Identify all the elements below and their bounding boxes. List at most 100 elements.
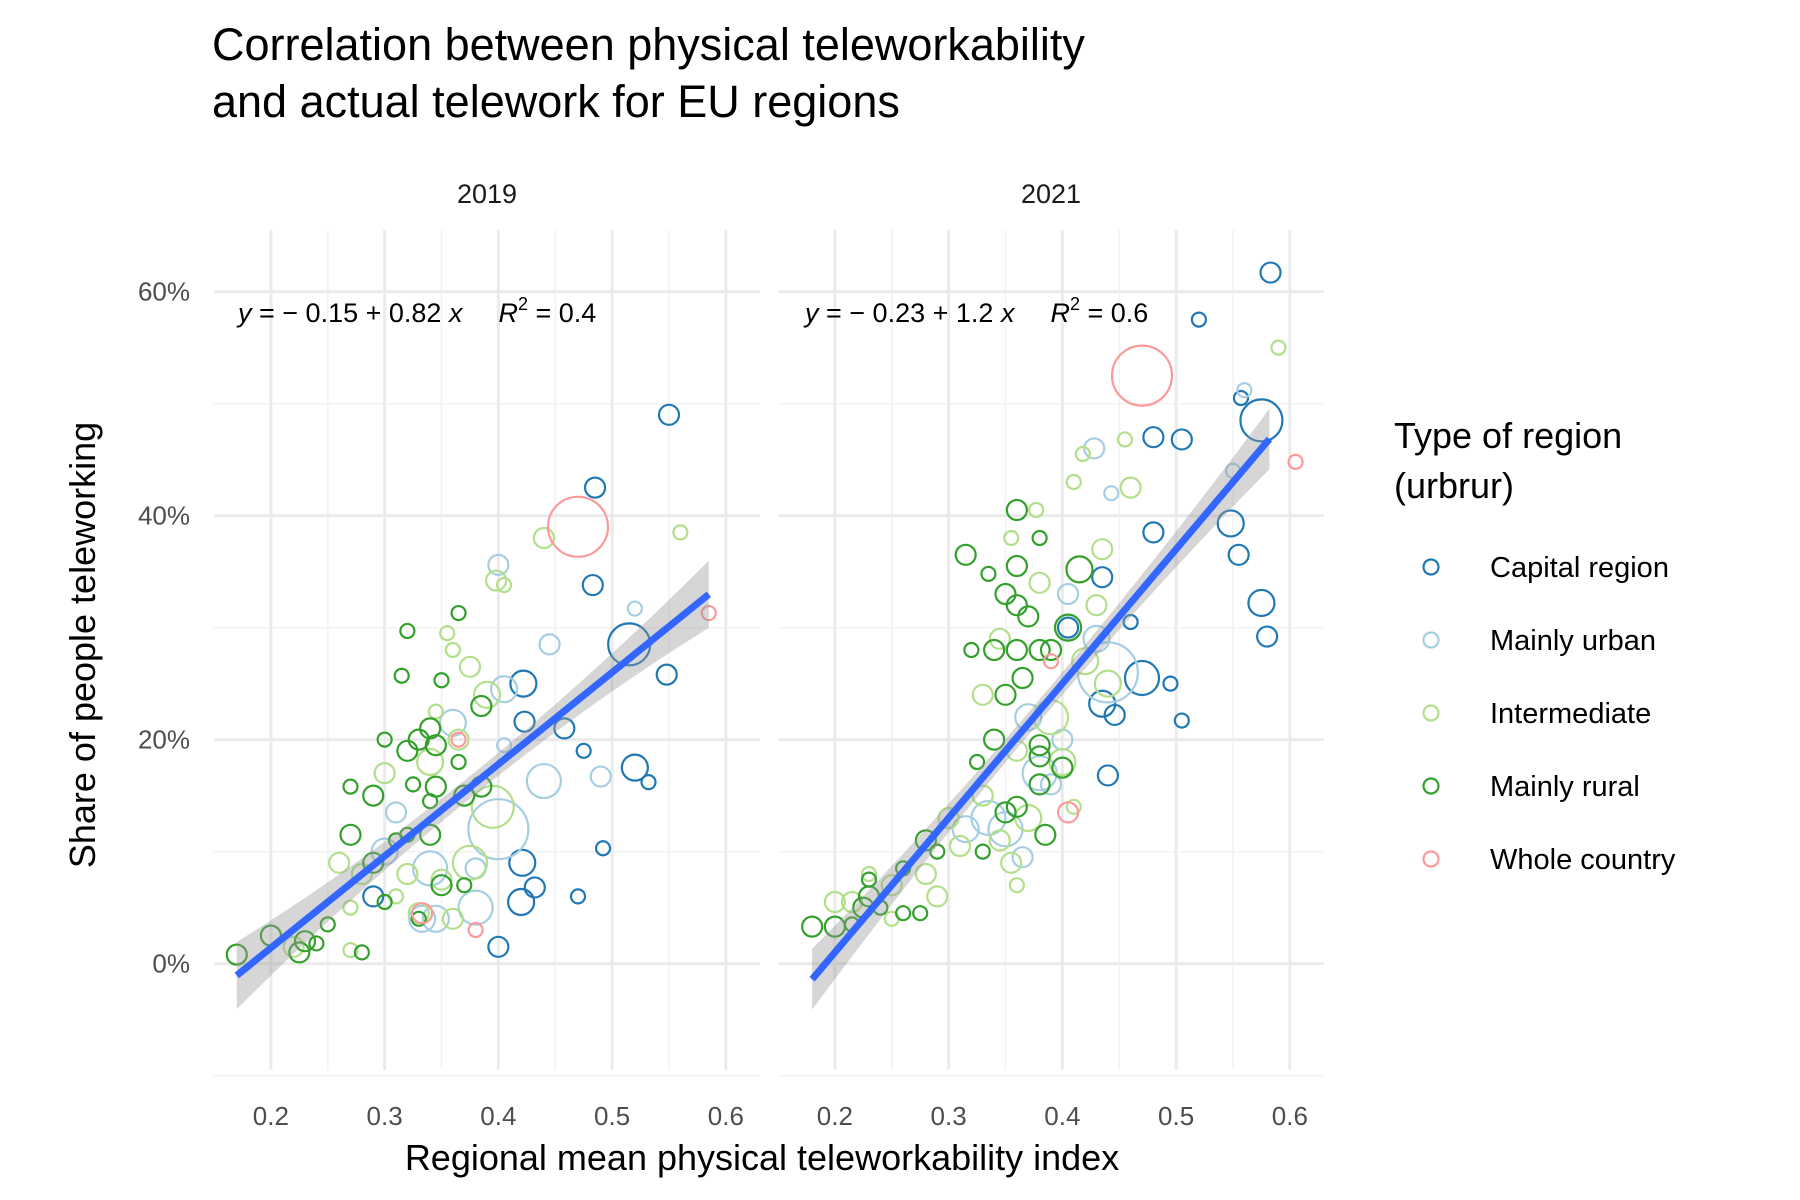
legend-item: Mainly urban (1422, 625, 1656, 657)
data-point (441, 907, 464, 930)
data-point (396, 739, 419, 762)
data-point (430, 868, 453, 891)
data-point (404, 776, 422, 793)
data-point (553, 717, 576, 740)
data-point (422, 793, 439, 810)
data-point (994, 801, 1017, 824)
legend-items: Capital region Mainly urban Intermediate Ma… (1422, 552, 1676, 876)
data-point (914, 829, 937, 852)
data-point (1065, 798, 1082, 815)
data-point (895, 905, 912, 922)
data-point (1259, 261, 1282, 284)
data-point (594, 840, 612, 857)
data-point (1170, 428, 1193, 451)
x-tick-label: 0.2 (253, 1101, 289, 1131)
legend-label: Whole country (1490, 844, 1676, 876)
data-point (373, 762, 396, 785)
data-point (225, 943, 248, 966)
legend-label: Mainly rural (1490, 771, 1640, 803)
data-point (988, 627, 1011, 650)
panel-fit (234, 560, 712, 1010)
data-point (929, 843, 946, 860)
data-point (657, 403, 681, 426)
data-point (1008, 877, 1025, 894)
data-point (1042, 653, 1060, 670)
data-point (1071, 647, 1100, 676)
data-point (1232, 389, 1250, 407)
data-point (411, 902, 434, 925)
data-point (523, 876, 546, 899)
legend-item: Whole country (1422, 844, 1676, 876)
data-point (513, 710, 536, 733)
data-point (1014, 703, 1043, 732)
data-point (339, 823, 362, 846)
legend-swatch (1422, 631, 1440, 649)
data-point (282, 935, 305, 958)
data-point (1005, 795, 1028, 818)
data-point (1017, 605, 1040, 628)
data-point (1116, 431, 1134, 448)
y-axis-ticks: 0% 20% 40% 60% (138, 277, 190, 979)
data-point (640, 774, 657, 791)
data-point (458, 655, 482, 678)
data-point (983, 638, 1006, 662)
data-point (1028, 734, 1051, 757)
y-tick-label: 20% (138, 725, 190, 755)
data-point (971, 683, 994, 706)
data-point (823, 890, 846, 914)
data-point (508, 848, 537, 877)
data-point (1021, 755, 1058, 792)
data-point (456, 877, 473, 894)
data-point (532, 526, 555, 550)
panel-2019: 2019 y = − 0.15 + 0.82 x R2 = 0.4 0.2 0.3 0… (214, 179, 760, 1131)
data-point (1287, 453, 1304, 470)
data-point (1039, 773, 1063, 796)
data-point (1256, 625, 1279, 648)
data-point (342, 942, 359, 959)
data-point (980, 565, 997, 582)
data-point (1011, 846, 1034, 869)
data-point (1028, 501, 1045, 519)
data-point (1270, 339, 1287, 356)
legend-title-line-2: (urbrur) (1394, 465, 1514, 506)
panel-fit (809, 408, 1273, 1010)
data-point (1091, 566, 1114, 589)
data-point (495, 737, 513, 754)
x-axis-ticks: 0.2 0.3 0.4 0.5 0.6 (817, 1101, 1308, 1131)
data-point (1065, 473, 1082, 491)
regression-equation: y = − 0.23 + 1.2 x R2 = 0.6 (803, 294, 1148, 328)
data-point (1031, 529, 1048, 547)
data-point (1056, 616, 1080, 639)
y-tick-label: 0% (152, 949, 190, 979)
legend-label: Capital region (1490, 552, 1669, 584)
data-point (433, 672, 450, 689)
data-point (626, 600, 643, 617)
data-point (1003, 529, 1020, 547)
data-point (880, 874, 903, 897)
data-point (948, 834, 972, 858)
data-point (450, 753, 467, 771)
data-point (424, 734, 447, 757)
x-axis-ticks: 0.2 0.3 0.4 0.5 0.6 (253, 1101, 744, 1131)
data-point (353, 944, 370, 961)
data-point (655, 663, 678, 686)
data-point (1005, 638, 1028, 662)
data-point (583, 476, 607, 499)
data-point (485, 569, 508, 592)
data-point (1048, 747, 1077, 777)
data-point (954, 543, 977, 566)
data-point (926, 885, 949, 908)
data-point (362, 885, 385, 908)
data-point (1142, 521, 1165, 544)
data-point (1028, 745, 1051, 768)
data-point (1082, 624, 1111, 653)
legend-item: Intermediate (1422, 698, 1651, 730)
data-point (1162, 675, 1179, 692)
data-point (971, 784, 994, 807)
data-point (525, 762, 562, 800)
chart-title-line-2: and actual telework for EU regions (212, 76, 900, 127)
data-point (1123, 659, 1161, 697)
data-point (470, 694, 493, 718)
data-point (1103, 703, 1126, 727)
